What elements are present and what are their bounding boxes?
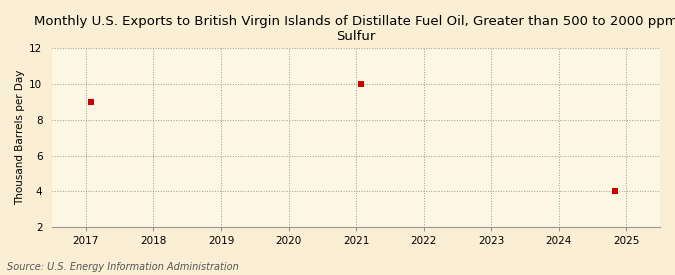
Y-axis label: Thousand Barrels per Day: Thousand Barrels per Day <box>15 70 25 205</box>
Title: Monthly U.S. Exports to British Virgin Islands of Distillate Fuel Oil, Greater t: Monthly U.S. Exports to British Virgin I… <box>34 15 675 43</box>
Text: Source: U.S. Energy Information Administration: Source: U.S. Energy Information Administ… <box>7 262 238 272</box>
